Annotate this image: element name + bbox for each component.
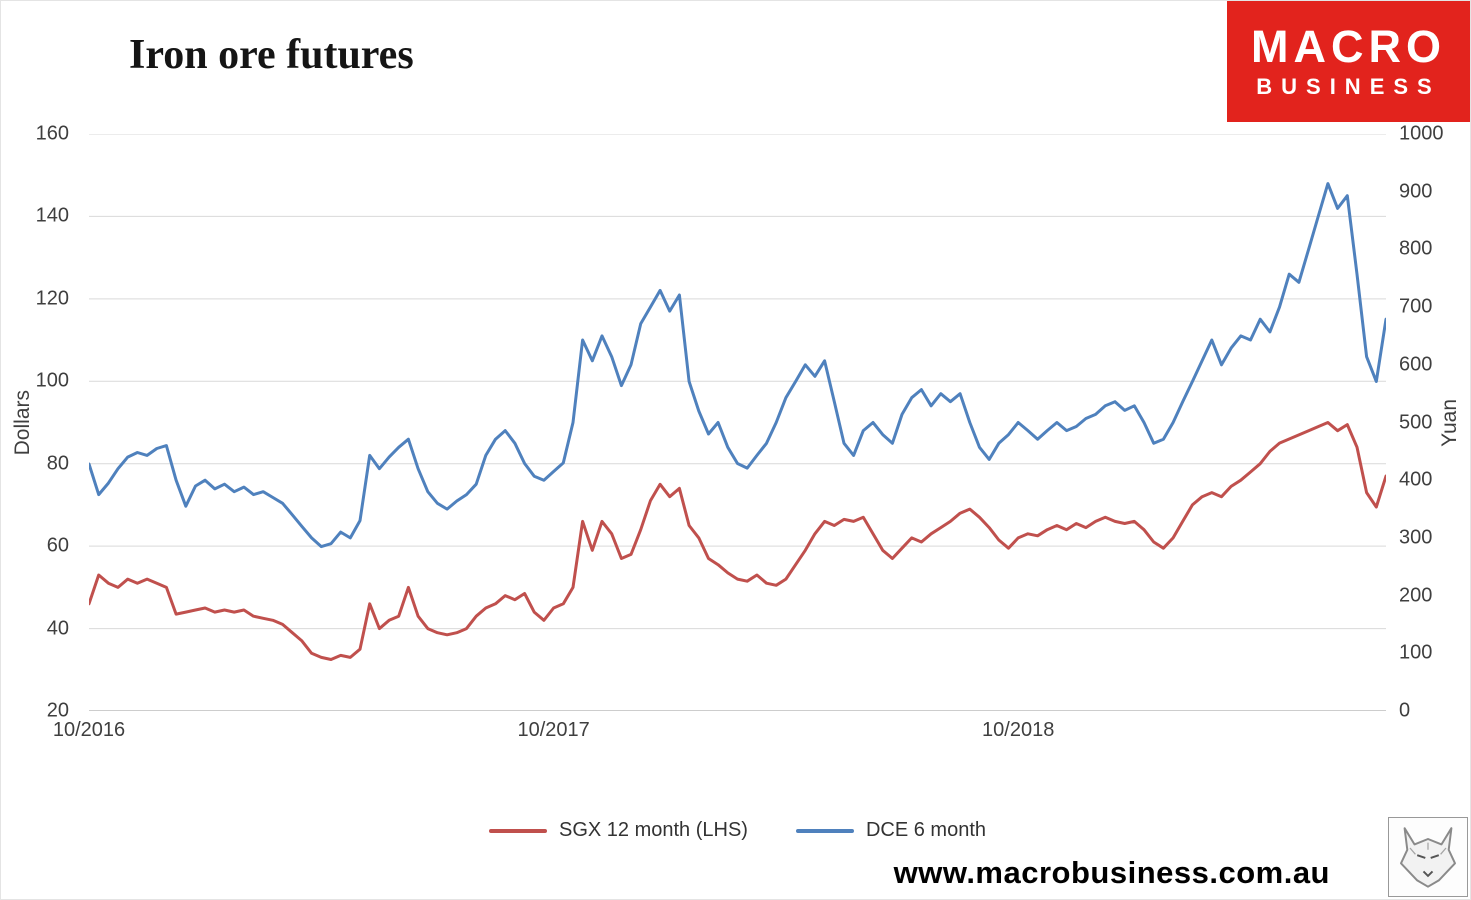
right-axis-tick-label: 700 (1399, 295, 1433, 318)
left-axis-tick-label: 100 (35, 369, 69, 392)
left-axis-ticks: 160 140 120 100 80 60 40 20 (1, 123, 79, 722)
left-axis-tick-label: 140 (35, 204, 69, 227)
right-axis-tick-label: 800 (1399, 237, 1433, 260)
right-axis-tick-label: 500 (1399, 411, 1433, 433)
website-url: www.macrobusiness.com.au (893, 855, 1330, 890)
right-axis-tick-label: 0 (1399, 699, 1411, 722)
legend-label-dce: DCE 6 month (865, 819, 987, 841)
x-axis-ticks: 10/2016 10/2017 10/2018 (53, 719, 1386, 749)
right-axis-tick-label: 300 (1399, 526, 1433, 549)
x-axis-tick-label: 10/2017 (517, 719, 590, 741)
logo-text-macro: MACRO (1251, 21, 1446, 73)
right-axis-tick-label: 900 (1399, 180, 1433, 203)
left-axis-tick-label: 20 (46, 699, 69, 722)
legend-swatch-sgx (488, 828, 547, 833)
series-line-dce (89, 182, 1386, 549)
page-title: Iron ore futures (129, 32, 414, 78)
right-axis-tick-label: 600 (1399, 353, 1433, 376)
x-axis-tick-label: 10/2018 (982, 719, 1055, 741)
x-axis-tick-label: 10/2016 (52, 719, 126, 741)
logo-text-business: BUSINESS (1256, 73, 1441, 99)
left-axis-tick-label: 120 (35, 287, 69, 310)
wolf-icon (1400, 827, 1456, 888)
left-axis-tick-label: 80 (46, 452, 69, 475)
left-axis-tick-label: 40 (46, 617, 69, 640)
macrobusiness-logo: MACRO BUSINESS (1227, 1, 1470, 122)
chart-legend: SGX 12 month (LHS) DCE 6 month (89, 819, 1386, 842)
legend-label-sgx: SGX 12 month (LHS) (558, 819, 748, 841)
wolf-logo-box (1388, 817, 1468, 897)
right-axis-tick-label: 200 (1399, 584, 1433, 607)
left-axis-tick-label: 160 (35, 122, 69, 145)
left-axis-tick-label: 60 (46, 534, 69, 557)
right-axis-tick-label: 1000 (1399, 122, 1444, 145)
legend-item-dce: DCE 6 month (795, 819, 987, 842)
legend-swatch-dce (795, 828, 854, 833)
right-axis-ticks: 1000 900 800 700 600 500 400 300 200 100 0 (1391, 123, 1461, 722)
right-axis-tick-label: 400 (1399, 468, 1433, 491)
legend-item-sgx: SGX 12 month (LHS) (488, 819, 748, 842)
right-axis-tick-label: 100 (1399, 641, 1433, 664)
series-line-sgx (89, 421, 1386, 661)
chart-plot-area (89, 134, 1386, 711)
